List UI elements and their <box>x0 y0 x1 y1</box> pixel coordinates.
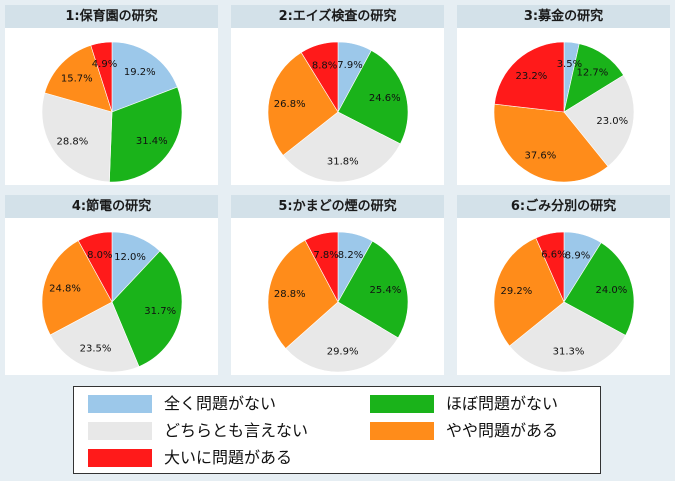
pie-slice-neutral <box>285 301 399 373</box>
pie-slice-almost-no-problem <box>109 86 183 183</box>
slice-label: 28.8% <box>57 136 89 147</box>
legend-label: 全く問題がない <box>164 394 277 413</box>
pie-chart: 19.2% 31.4% 28.8% 15.7% 4.9% <box>41 41 183 183</box>
chart-panel-4: 4:節電の研究 12.0% 31.7% 23.5% 24.8% 8.0% <box>5 195 218 375</box>
slice-label: 31.3% <box>553 346 585 357</box>
pie-slice-almost-no-problem <box>563 242 635 336</box>
slice-label: 7.9% <box>337 60 362 71</box>
pie-slice-neutral <box>49 301 140 373</box>
pie-slice-almost-no-problem <box>337 50 409 145</box>
slice-label: 24.8% <box>49 284 81 295</box>
chart-panel-2: 2:エイズ検査の研究 7.9% 24.6% 31.8% 26.8% 8.8% <box>231 5 444 185</box>
slice-label: 28.8% <box>274 289 306 300</box>
pie-slice-almost-no-problem <box>111 250 183 367</box>
legend: 全く問題がない ほぼ問題がない どちらとも言えない やや問題がある 大いに問題が… <box>73 386 601 474</box>
slice-label: 24.6% <box>369 93 401 104</box>
pie-slice-somewhat-problem <box>44 44 113 113</box>
slice-label: 29.9% <box>327 346 359 357</box>
chart-title: 6:ごみ分別の研究 <box>457 195 670 218</box>
chart-title: 4:節電の研究 <box>5 195 218 218</box>
pie-chart: 7.9% 24.6% 31.8% 26.8% 8.8% <box>267 41 409 183</box>
pie-slice-big-problem <box>494 41 565 113</box>
legend-swatch <box>88 422 152 440</box>
legend-label: やや問題がある <box>446 421 559 440</box>
chart-title: 2:エイズ検査の研究 <box>231 5 444 28</box>
slice-label: 6.6% <box>541 250 566 261</box>
pie-slice-somewhat-problem <box>493 237 565 347</box>
legend-swatch <box>88 395 152 413</box>
chart-panel-5: 5:かまどの煙の研究 8.2% 25.4% 29.9% 28.8% 7.8% <box>231 195 444 375</box>
chart-title: 3:募金の研究 <box>457 5 670 28</box>
chart-panel-1: 1:保育園の研究 19.2% 31.4% 28.8% 15.7% 4.9% <box>5 5 218 185</box>
pie-slice-no-problem <box>111 41 178 113</box>
pie-chart: 3.5%12.7% 23.0% 37.6% 23.2% <box>493 41 635 183</box>
legend-label: ほぼ問題がない <box>446 394 559 413</box>
slice-label: 31.4% <box>136 136 168 147</box>
legend-swatch <box>88 449 152 467</box>
chart-title: 1:保育園の研究 <box>5 5 218 28</box>
pie-slice-big-problem <box>300 41 339 114</box>
slice-label: 26.8% <box>274 99 306 110</box>
pie-slice-neutral <box>282 111 401 183</box>
slice-label: 37.6% <box>525 150 557 161</box>
slice-label: 23.0% <box>596 116 628 127</box>
pie-chart: 8.2% 25.4% 29.9% 28.8% 7.8% <box>267 231 409 373</box>
slice-label: 3.5% <box>557 59 582 70</box>
pie-slice-big-problem <box>90 41 113 113</box>
pie-slice-somewhat-problem <box>41 240 113 336</box>
slice-label: 8.0% <box>87 250 112 261</box>
slice-label: 25.4% <box>370 285 402 296</box>
pie-slice-big-problem <box>535 231 565 303</box>
slice-label: 7.8% <box>313 250 338 261</box>
pie-slice-neutral <box>563 74 635 167</box>
legend-label: 大いに問題がある <box>164 448 293 467</box>
legend-swatch <box>370 395 434 413</box>
chart-panel-6: 6:ごみ分別の研究 8.9% 24.0% 31.3% 29.2% 6.6% <box>457 195 670 375</box>
chart-panel-3: 3:募金の研究 3.5% 12.7% 23.0% 37.6% 23.2% <box>457 5 670 185</box>
slice-label: 8.8% <box>312 60 337 71</box>
pie-chart: 12.0% 31.7% 23.5% 24.8% 8.0% <box>41 231 183 373</box>
pie-slice-almost-no-problem <box>563 43 624 113</box>
legend-label: どちらとも言えない <box>164 421 309 440</box>
pie-slice-somewhat-problem <box>267 52 339 156</box>
chart-title: 5:かまどの煙の研究 <box>231 195 444 218</box>
pie-slice-somewhat-problem <box>267 239 339 349</box>
slice-label: 23.2% <box>516 71 548 82</box>
slice-label: 8.9% <box>565 250 590 261</box>
slice-label: 29.2% <box>501 286 533 297</box>
slice-label: 23.5% <box>80 344 112 355</box>
pie-slice-almost-no-problem <box>337 240 409 339</box>
slice-label: 12.7% <box>577 68 609 79</box>
pie-slice-big-problem <box>304 231 339 303</box>
slice-label: 15.7% <box>61 73 93 84</box>
pie-slice-neutral <box>41 92 113 183</box>
slice-label: 19.2% <box>124 67 156 78</box>
pie-chart: 8.9% 24.0% 31.3% 29.2% 6.6% <box>493 231 635 373</box>
slice-label: 12.0% <box>114 252 146 263</box>
slice-label: 24.0% <box>596 285 628 296</box>
slice-label: 4.9% <box>92 59 117 70</box>
slice-label: 31.8% <box>327 156 359 167</box>
slice-label: 8.2% <box>338 250 363 261</box>
slice-label: 31.7% <box>144 306 176 317</box>
pie-slice-somewhat-problem <box>493 103 609 183</box>
pie-slice-neutral <box>509 301 626 373</box>
pie-slice-big-problem <box>77 231 113 303</box>
legend-swatch <box>370 422 434 440</box>
